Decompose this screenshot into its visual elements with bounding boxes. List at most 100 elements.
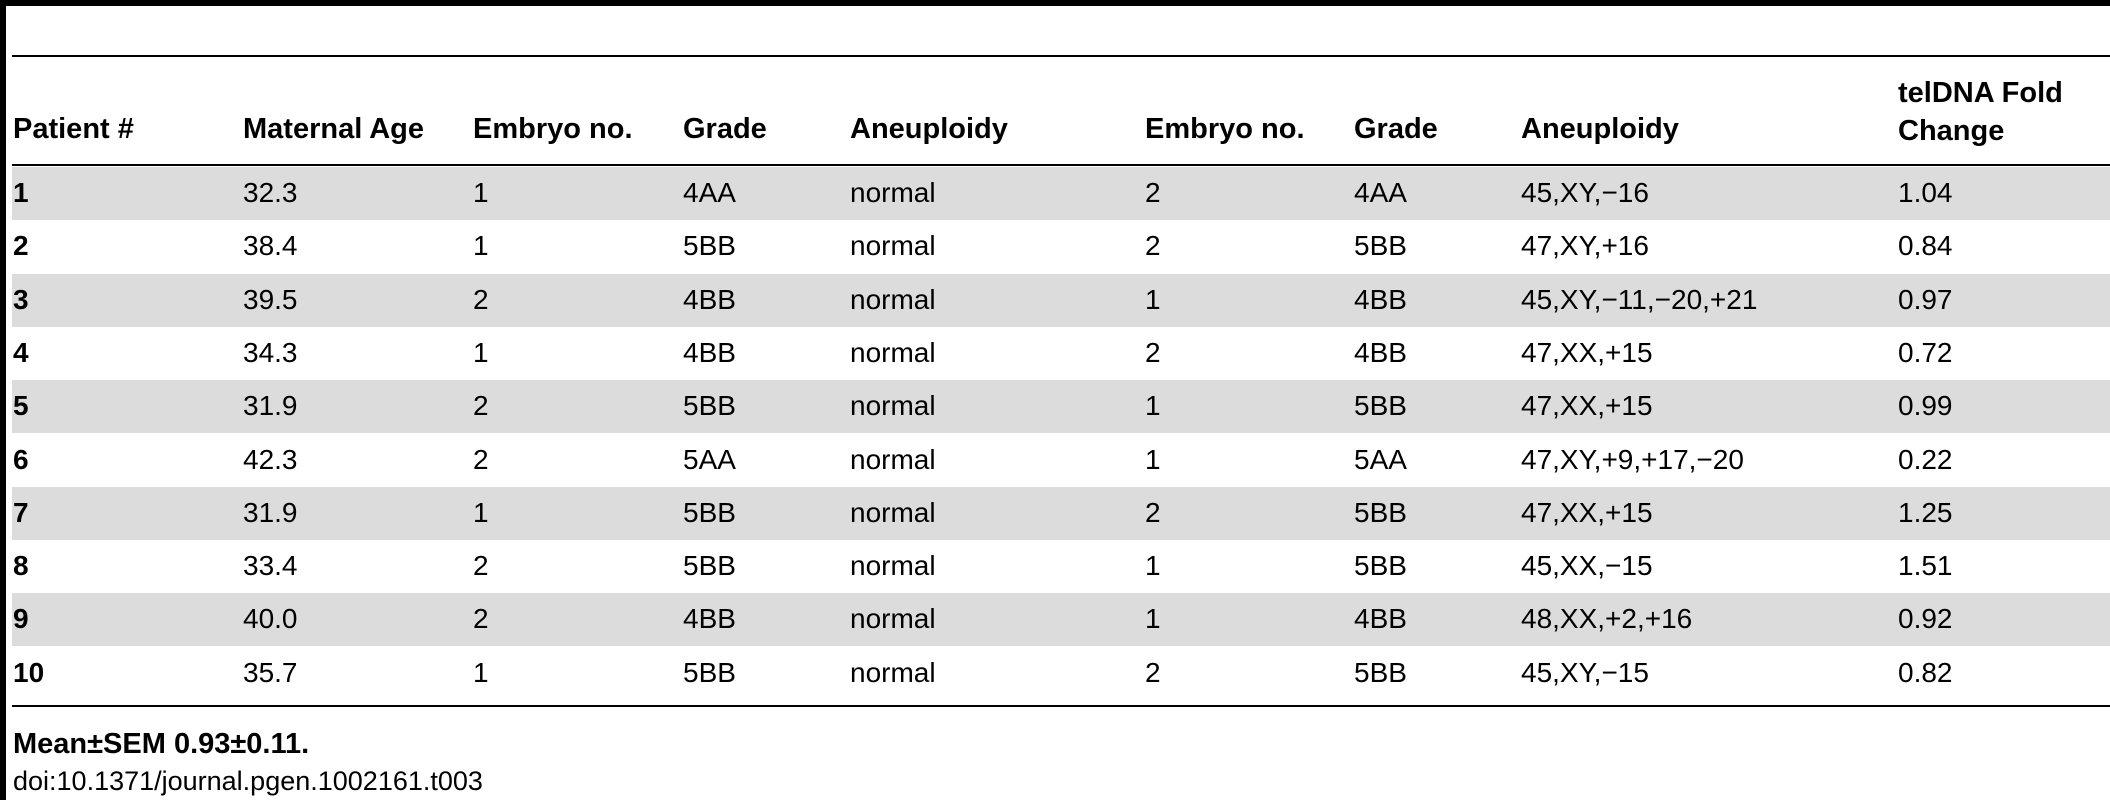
cell-patient: 6 — [13, 443, 29, 475]
header-bottom-rule — [12, 164, 2110, 166]
cell-grade-2: 5BB — [1354, 390, 1407, 422]
cell-grade: 4BB — [683, 336, 736, 368]
cell-aneuploidy-2: 45,XY,−11,−20,+21 — [1521, 283, 1758, 315]
cell-grade-2: 4BB — [1354, 336, 1407, 368]
cell-teldna-fold-change: 0.99 — [1898, 390, 1953, 422]
table-footnote-mean: Mean±SEM 0.93±0.11. — [13, 728, 310, 760]
cell-aneuploidy: normal — [850, 283, 936, 315]
cell-grade: 5BB — [683, 390, 736, 422]
cell-maternal-age: 34.3 — [243, 336, 298, 368]
cell-embryo-no-2: 1 — [1145, 390, 1161, 422]
cell-patient: 3 — [13, 283, 29, 315]
header-maternal-age: Maternal Age — [243, 113, 425, 145]
cell-grade-2: 5BB — [1354, 230, 1407, 262]
cell-aneuploidy-2: 47,XX,+15 — [1521, 390, 1653, 422]
cell-embryo-no: 2 — [473, 283, 489, 315]
cell-aneuploidy: normal — [850, 656, 936, 688]
cell-grade-2: 5BB — [1354, 656, 1407, 688]
cell-aneuploidy-2: 45,XY,−15 — [1521, 656, 1649, 688]
cell-embryo-no: 1 — [473, 496, 489, 528]
cell-grade-2: 5AA — [1354, 443, 1407, 475]
cell-patient: 9 — [13, 603, 29, 635]
cell-embryo-no-2: 2 — [1145, 656, 1161, 688]
cell-maternal-age: 38.4 — [243, 230, 298, 262]
row-shading — [12, 593, 2110, 647]
cell-maternal-age: 32.3 — [243, 177, 298, 208]
cell-grade-2: 5BB — [1354, 496, 1407, 528]
cell-aneuploidy-2: 47,XY,+16 — [1521, 230, 1649, 262]
top-rule — [0, 0, 2110, 6]
cell-teldna-fold-change: 0.97 — [1898, 283, 1953, 315]
cell-patient: 7 — [13, 496, 29, 528]
cell-maternal-age: 42.3 — [243, 443, 298, 475]
cell-embryo-no: 2 — [473, 603, 489, 635]
cell-aneuploidy-2: 48,XX,+2,+16 — [1521, 603, 1693, 635]
cell-embryo-no-2: 2 — [1145, 336, 1161, 368]
cell-grade: 5AA — [683, 443, 736, 475]
cell-maternal-age: 33.4 — [243, 550, 298, 582]
cell-aneuploidy: normal — [850, 177, 936, 208]
header-top-rule — [12, 55, 2110, 57]
cell-patient: 5 — [13, 390, 29, 422]
table-bottom-rule — [12, 705, 2110, 707]
cell-embryo-no-2: 2 — [1145, 496, 1161, 528]
cell-patient: 2 — [13, 230, 29, 262]
cell-teldna-fold-change: 0.82 — [1898, 656, 1953, 688]
cell-grade-2: 4BB — [1354, 603, 1407, 635]
cell-teldna-fold-change: 0.72 — [1898, 336, 1953, 368]
cell-embryo-no-2: 2 — [1145, 230, 1161, 262]
cell-embryo-no-2: 1 — [1145, 443, 1161, 475]
cell-embryo-no: 1 — [473, 230, 489, 262]
cell-maternal-age: 40.0 — [243, 603, 298, 635]
cell-grade: 4AA — [683, 177, 736, 208]
cell-aneuploidy-2: 47,XX,+15 — [1521, 336, 1653, 368]
cell-grade-2: 4BB — [1354, 283, 1407, 315]
cell-teldna-fold-change: 1.04 — [1898, 177, 1953, 208]
cell-maternal-age: 39.5 — [243, 283, 298, 315]
cell-patient: 4 — [13, 336, 29, 368]
cell-grade: 5BB — [683, 550, 736, 582]
header-aneuploidy: Aneuploidy — [850, 113, 1008, 145]
cell-aneuploidy-2: 45,XY,−16 — [1521, 177, 1649, 208]
cell-embryo-no-2: 1 — [1145, 603, 1161, 635]
cell-patient: 8 — [13, 550, 29, 582]
cell-aneuploidy: normal — [850, 550, 936, 582]
cell-aneuploidy: normal — [850, 230, 936, 262]
row-shading — [12, 380, 2110, 434]
cell-teldna-fold-change: 0.84 — [1898, 230, 1953, 262]
cell-aneuploidy: normal — [850, 390, 936, 422]
cell-maternal-age: 35.7 — [243, 656, 298, 688]
header-grade-2: Grade — [1354, 113, 1438, 145]
cell-aneuploidy-2: 47,XX,+15 — [1521, 496, 1653, 528]
cell-aneuploidy-2: 47,XY,+9,+17,−20 — [1521, 443, 1744, 475]
row-shading — [12, 273, 2110, 327]
cell-maternal-age: 31.9 — [243, 496, 298, 528]
cell-maternal-age: 31.9 — [243, 390, 298, 422]
cell-embryo-no-2: 2 — [1145, 177, 1161, 208]
row-shading — [12, 486, 2110, 540]
cell-embryo-no: 1 — [473, 177, 489, 208]
cell-patient: 10 — [13, 656, 45, 688]
cell-grade: 4BB — [683, 603, 736, 635]
cell-embryo-no: 1 — [473, 336, 489, 368]
cell-grade: 5BB — [683, 230, 736, 262]
cell-patient: 1 — [13, 177, 29, 208]
table-doi: doi:10.1371/journal.pgen.1002161.t003 — [13, 766, 483, 796]
cell-grade-2: 4AA — [1354, 177, 1407, 208]
cell-aneuploidy: normal — [850, 496, 936, 528]
header-teldna-fold-change: telDNA Fold Change — [1898, 77, 2063, 147]
left-rule — [0, 0, 6, 800]
cell-teldna-fold-change: 1.25 — [1898, 496, 1953, 528]
cell-embryo-no-2: 1 — [1145, 550, 1161, 582]
row-shading — [12, 167, 2110, 220]
cell-aneuploidy: normal — [850, 336, 936, 368]
header-patient: Patient # — [13, 113, 134, 145]
cell-grade-2: 5BB — [1354, 550, 1407, 582]
cell-grade: 5BB — [683, 496, 736, 528]
cell-grade: 5BB — [683, 656, 736, 688]
cell-aneuploidy-2: 45,XX,−15 — [1521, 550, 1653, 582]
cell-embryo-no: 2 — [473, 443, 489, 475]
cell-embryo-no: 2 — [473, 390, 489, 422]
cell-grade: 4BB — [683, 283, 736, 315]
cell-aneuploidy: normal — [850, 443, 936, 475]
